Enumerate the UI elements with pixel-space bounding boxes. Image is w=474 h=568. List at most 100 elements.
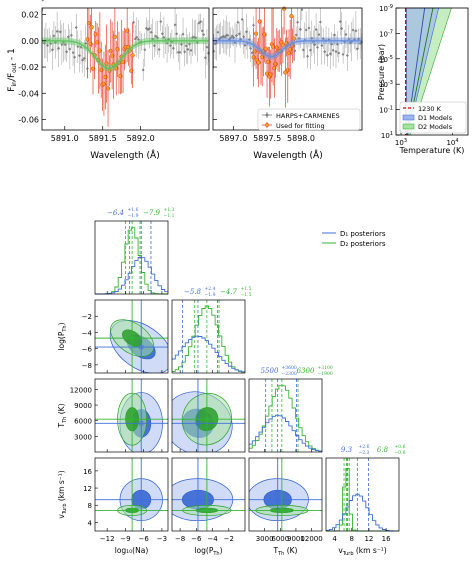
pt-profile-panel: 10-9 10-7 10-5 10-3 10-1 101 103 104 Temperatu… [377, 4, 469, 155]
data-point [65, 50, 69, 54]
data-point [157, 47, 161, 52]
panel-frame [248, 378, 323, 453]
data-point [199, 20, 202, 24]
y-tick-label: 0.02 [21, 11, 39, 20]
data-point [189, 48, 193, 52]
data-point [197, 21, 201, 25]
data-point [207, 51, 210, 55]
d2-median-label: −4.7 [220, 288, 238, 296]
fit-point [101, 81, 107, 86]
fit-point [99, 67, 104, 73]
corner-xlabel: vTurb (km s⁻¹) [338, 546, 386, 557]
median-marker [204, 508, 209, 513]
data-point [188, 42, 191, 46]
spectrum-ylabel: Fin/Fout - 1 [7, 48, 18, 91]
d2-median-label: −7.9 [143, 209, 161, 217]
panel-frame [94, 378, 169, 453]
spectrum-d2-xlabel: Wavelength (Å) [90, 149, 159, 161]
data-point [334, 50, 338, 54]
y-tick-label: 8 [88, 502, 92, 510]
corner-plot: −6.4 +1.6−1.9 −7.9 +1.3−1.1−8−6−4−2−5.8 +2.4… [57, 207, 406, 557]
data-point [360, 40, 363, 44]
data-point [340, 26, 344, 31]
y-tick-label: 12000 [70, 386, 92, 394]
pt-y-tick-label: 10-9 [379, 4, 393, 13]
x-tick-label: 5892.0 [127, 134, 155, 143]
data-point [240, 17, 244, 22]
data-point [294, 33, 298, 37]
d2-lower-error: −1.5 [241, 292, 252, 298]
legend-d1-models: D1 Models [418, 114, 453, 122]
data-point [183, 50, 187, 54]
fit-point [115, 47, 120, 52]
data-point [236, 20, 240, 24]
d2-lower-error: −0.6 [395, 450, 406, 456]
y-tick-label: 3000 [74, 433, 92, 441]
spectrum-d1-xlabel: Wavelength (Å) [253, 149, 322, 161]
data-point [318, 20, 322, 24]
d1-median-label: 9.3 [341, 446, 353, 454]
data-point [338, 20, 342, 24]
data-point [172, 46, 175, 50]
legend-d2-models: D2 Models [418, 123, 453, 131]
y-tick-label: 0.00 [21, 37, 39, 46]
data-point [180, 42, 183, 46]
x-tick-label: −6 [139, 535, 150, 543]
x-tick-label: −12 [100, 535, 115, 543]
data-point [233, 41, 237, 45]
fit-point [88, 41, 93, 46]
spectrum-legend: HARPS+CARMENES Used for fitting [257, 108, 361, 131]
data-point [57, 46, 61, 50]
data-point [133, 37, 137, 41]
data-point [62, 40, 65, 44]
data-point [219, 36, 223, 40]
legend-harps-carmenes: HARPS+CARMENES [276, 112, 340, 120]
posterior-histogram [172, 305, 245, 373]
marginal-panel [94, 220, 169, 295]
fit-point [97, 48, 102, 53]
data-point [144, 26, 148, 30]
d2-lower-error: −1.1 [164, 213, 175, 219]
data-point [154, 34, 158, 38]
panel-frame [94, 457, 169, 532]
d1-upper-error: +3600 [282, 365, 297, 371]
data-point [321, 37, 325, 41]
legend-used-for-fitting: Used for fitting [276, 122, 325, 130]
data-point [336, 42, 339, 46]
posterior-histogram [249, 414, 322, 452]
data-point [181, 32, 185, 36]
pt-x-tick-label: 103 [395, 138, 407, 147]
x-tick-label: 5897.0 [219, 134, 247, 143]
data-point [160, 32, 164, 36]
pt-ylabel: Pressure (bar) [377, 44, 386, 100]
fit-point [105, 86, 111, 91]
data-point [192, 35, 196, 39]
data-point [348, 41, 352, 45]
data-point [176, 50, 180, 54]
panel-frame [325, 457, 400, 532]
data-point [84, 41, 88, 45]
y-tick-label: 16 [83, 468, 92, 476]
data-point [66, 35, 70, 39]
data-point [41, 0, 45, 2]
posterior-histogram [172, 335, 245, 373]
data-point [337, 51, 341, 55]
model-line [213, 40, 362, 58]
legend-d1-posteriors: D₁ posteriors [340, 230, 386, 238]
data-point [175, 32, 179, 36]
pt-y-tick-label: 101 [381, 131, 393, 140]
median-marker [195, 421, 201, 426]
corner-xlabel: log(PTh) [194, 546, 222, 557]
d2-upper-error: +3100 [318, 365, 333, 371]
data-point [343, 40, 346, 44]
fit-point [118, 74, 123, 79]
fit-point [120, 59, 126, 65]
d2-median-label: 6.8 [377, 446, 389, 454]
data-point [132, 20, 136, 24]
data-point [237, 32, 241, 36]
legend-1230k: 1230 K [418, 105, 442, 113]
joint-panel: −8 −6 −4 −2 [171, 457, 246, 543]
x-tick-label: 3000 [256, 535, 274, 543]
joint-panel: −12 −9 −6 −3 4 8 12 16 [83, 457, 169, 543]
data-point [173, 23, 177, 27]
